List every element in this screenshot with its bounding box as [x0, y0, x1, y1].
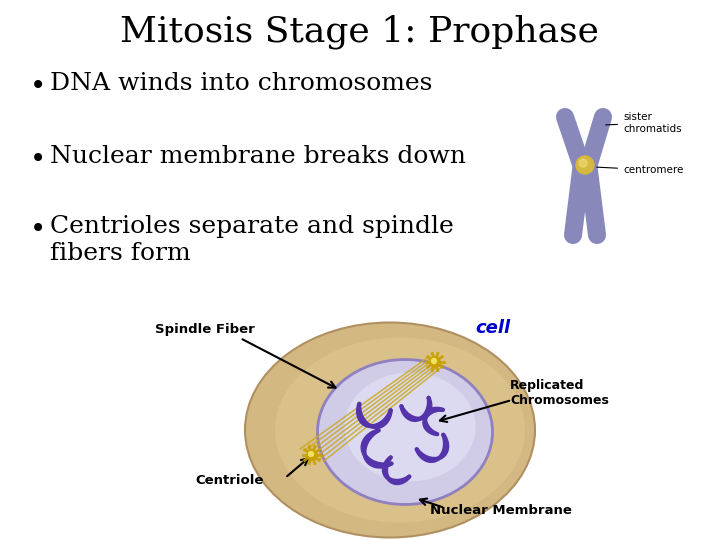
- Text: •: •: [30, 72, 46, 100]
- Text: •: •: [30, 215, 46, 243]
- Text: DNA winds into chromosomes: DNA winds into chromosomes: [50, 72, 433, 95]
- Ellipse shape: [245, 322, 535, 537]
- Ellipse shape: [318, 360, 492, 504]
- Ellipse shape: [344, 373, 476, 481]
- Text: Spindle Fiber: Spindle Fiber: [155, 323, 255, 336]
- Circle shape: [307, 450, 317, 460]
- Ellipse shape: [275, 338, 525, 523]
- Circle shape: [579, 159, 587, 167]
- Text: Nuclear membrane breaks down: Nuclear membrane breaks down: [50, 145, 466, 168]
- Text: centromere: centromere: [597, 165, 683, 175]
- Text: sister
chromatids: sister chromatids: [606, 112, 682, 134]
- Text: cell: cell: [475, 319, 510, 337]
- Text: Mitosis Stage 1: Prophase: Mitosis Stage 1: Prophase: [120, 15, 600, 49]
- Text: Centriole: Centriole: [195, 474, 264, 487]
- Text: Centrioles separate and spindle
fibers form: Centrioles separate and spindle fibers f…: [50, 215, 454, 265]
- Text: •: •: [30, 145, 46, 173]
- Circle shape: [308, 451, 313, 456]
- Circle shape: [431, 359, 436, 363]
- Text: Nuclear Membrane: Nuclear Membrane: [430, 503, 572, 516]
- Circle shape: [576, 156, 594, 174]
- Text: Replicated
Chromosomes: Replicated Chromosomes: [510, 379, 609, 407]
- Circle shape: [430, 357, 440, 367]
